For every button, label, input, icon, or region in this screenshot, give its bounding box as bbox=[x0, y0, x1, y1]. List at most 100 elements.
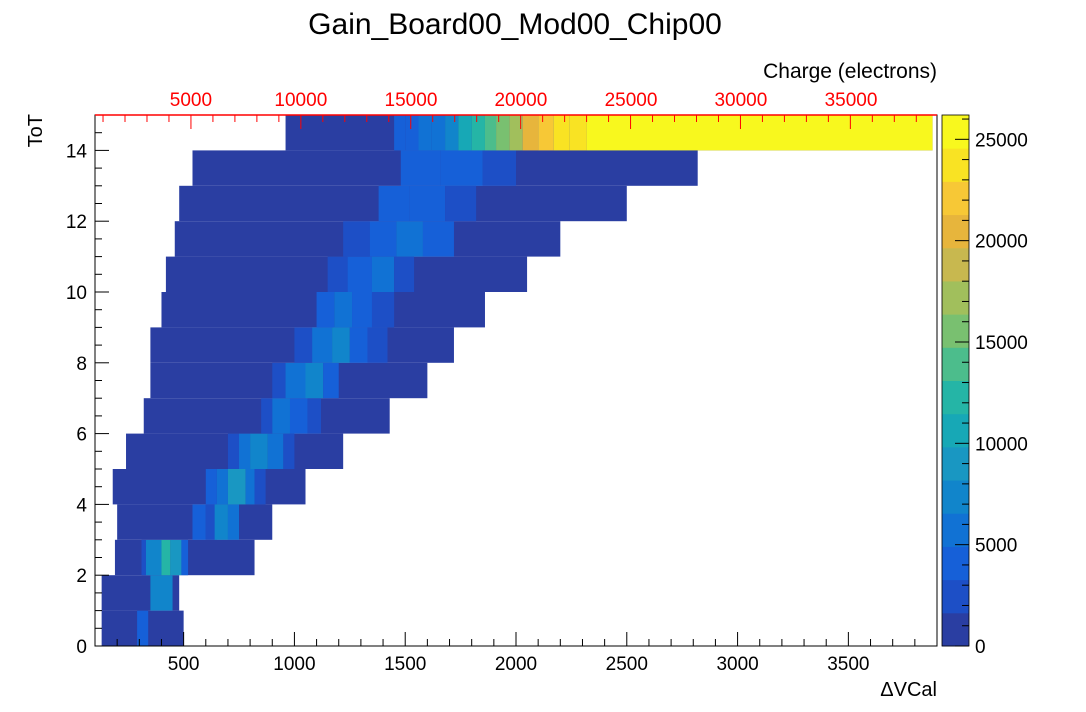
heatmap-cell bbox=[272, 398, 290, 434]
heatmap-cells bbox=[101, 115, 933, 646]
colorbar-swatch bbox=[942, 347, 969, 381]
heatmap-cell bbox=[161, 539, 171, 576]
heatmap-cell bbox=[332, 327, 350, 363]
y-tick-label: 14 bbox=[66, 141, 88, 162]
heatmap-cell bbox=[422, 221, 454, 257]
y-tick-label: 10 bbox=[66, 283, 87, 304]
x-tick-label: 2500 bbox=[606, 654, 648, 675]
colorbar-tick-label: 20000 bbox=[975, 232, 1028, 253]
top-tick-label: 30000 bbox=[714, 90, 767, 111]
colorbar-swatch bbox=[942, 280, 969, 315]
heatmap-cell bbox=[538, 115, 554, 151]
y-tick-label: 6 bbox=[76, 425, 87, 446]
heatmap-cell bbox=[294, 327, 313, 363]
heatmap-cell bbox=[250, 433, 268, 469]
heatmap-cell bbox=[347, 256, 372, 292]
heatmap-cell bbox=[431, 115, 446, 151]
top-tick-label: 5000 bbox=[170, 90, 212, 111]
heatmap-cell bbox=[307, 398, 322, 434]
colorbar-tick-label: 5000 bbox=[975, 536, 1017, 557]
heatmap-cell bbox=[334, 292, 353, 328]
colorbar-tick-label: 25000 bbox=[975, 130, 1028, 151]
heatmap-cell bbox=[445, 115, 459, 151]
heatmap-cell bbox=[227, 433, 240, 469]
heatmap-cell bbox=[484, 115, 497, 151]
axes: 500 1000 1500 2000 2500 3000 35000246810121450… bbox=[66, 90, 938, 675]
heatmap-cell bbox=[239, 433, 251, 469]
heatmap-cell bbox=[205, 469, 217, 505]
heatmap-cell bbox=[150, 575, 173, 611]
heatmap-cell bbox=[367, 327, 388, 363]
heatmap-cell bbox=[305, 362, 324, 399]
heatmap-cell bbox=[214, 504, 228, 540]
heatmap-cell bbox=[285, 362, 306, 399]
x-axis-label: ΔVCal bbox=[880, 679, 937, 701]
colorbar-swatch bbox=[942, 612, 969, 647]
colorbar-swatch bbox=[942, 513, 969, 547]
colorbar: 0 5000 10000 15000 20000 25000 bbox=[941, 114, 1028, 658]
heatmap-cell bbox=[586, 115, 933, 151]
heatmap-cell bbox=[312, 327, 333, 363]
heatmap-cell bbox=[418, 115, 432, 151]
heatmap-cell bbox=[267, 433, 284, 469]
heatmap-cell bbox=[227, 469, 246, 505]
x-tick-label: 500 bbox=[168, 654, 200, 675]
heatmap-cell bbox=[343, 221, 370, 257]
heatmap-cell bbox=[137, 610, 149, 646]
y-tick-label: 0 bbox=[76, 637, 87, 658]
heatmap-cell bbox=[445, 185, 477, 222]
heatmap-cell bbox=[352, 292, 372, 328]
y-tick-label: 8 bbox=[76, 354, 87, 375]
heatmap-cell bbox=[378, 185, 410, 222]
heatmap-cell bbox=[522, 115, 539, 151]
heatmap-cell bbox=[371, 292, 395, 328]
colorbar-tick-label: 0 bbox=[975, 637, 986, 658]
top-tick-label: 15000 bbox=[385, 90, 438, 111]
colorbar-swatch bbox=[942, 214, 969, 249]
heatmap-cell bbox=[349, 327, 368, 363]
colorbar-swatch bbox=[942, 413, 969, 448]
colorbar-swatch bbox=[942, 115, 969, 149]
colorbar-swatch bbox=[942, 247, 969, 282]
heatmap-cell bbox=[323, 362, 339, 399]
heatmap-cell bbox=[289, 398, 308, 434]
heatmap-cell bbox=[192, 504, 206, 540]
heatmap-cell bbox=[394, 256, 415, 292]
heatmap-cell bbox=[245, 469, 255, 505]
top-tick-label: 35000 bbox=[825, 90, 878, 111]
heatmap-cell bbox=[261, 398, 273, 434]
heatmap-cell bbox=[394, 115, 406, 151]
heatmap-cell bbox=[409, 185, 446, 222]
top-tick-label: 20000 bbox=[494, 90, 547, 111]
heatmap-cell bbox=[509, 115, 523, 151]
heatmap-cell bbox=[205, 504, 217, 540]
x-tick-label: 3000 bbox=[716, 654, 758, 675]
heatmap-cell bbox=[283, 433, 295, 469]
top-axis-label: Charge (electrons) bbox=[763, 60, 937, 83]
colorbar-tick-label: 15000 bbox=[975, 333, 1028, 354]
heatmap-cell bbox=[170, 539, 182, 576]
y-axis-label: ToT bbox=[25, 114, 47, 147]
top-tick-label: 10000 bbox=[274, 90, 327, 111]
x-tick-label: 2000 bbox=[495, 654, 537, 675]
heatmap-cell bbox=[440, 150, 483, 186]
heatmap-cell bbox=[216, 469, 228, 505]
heatmap-cell bbox=[458, 115, 472, 151]
heatmap-cell bbox=[471, 115, 485, 151]
heatmap-cell bbox=[369, 221, 397, 257]
colorbar-swatch bbox=[942, 579, 969, 614]
chart-title: Gain_Board00_Mod00_Chip00 bbox=[308, 8, 722, 41]
colorbar-tick-label: 10000 bbox=[975, 434, 1028, 455]
heatmap-cell bbox=[400, 150, 441, 186]
heatmap-cell bbox=[396, 221, 423, 257]
colorbar-swatch bbox=[942, 546, 969, 581]
heatmap-cell bbox=[254, 469, 266, 505]
heatmap-cell bbox=[272, 362, 286, 399]
colorbar-swatch bbox=[942, 480, 969, 514]
heatmap-cell bbox=[327, 256, 348, 292]
x-tick-label: 3500 bbox=[827, 654, 869, 675]
x-tick-label: 1000 bbox=[273, 654, 315, 675]
heatmap-cell bbox=[405, 115, 419, 151]
heatmap-cell bbox=[482, 150, 516, 186]
